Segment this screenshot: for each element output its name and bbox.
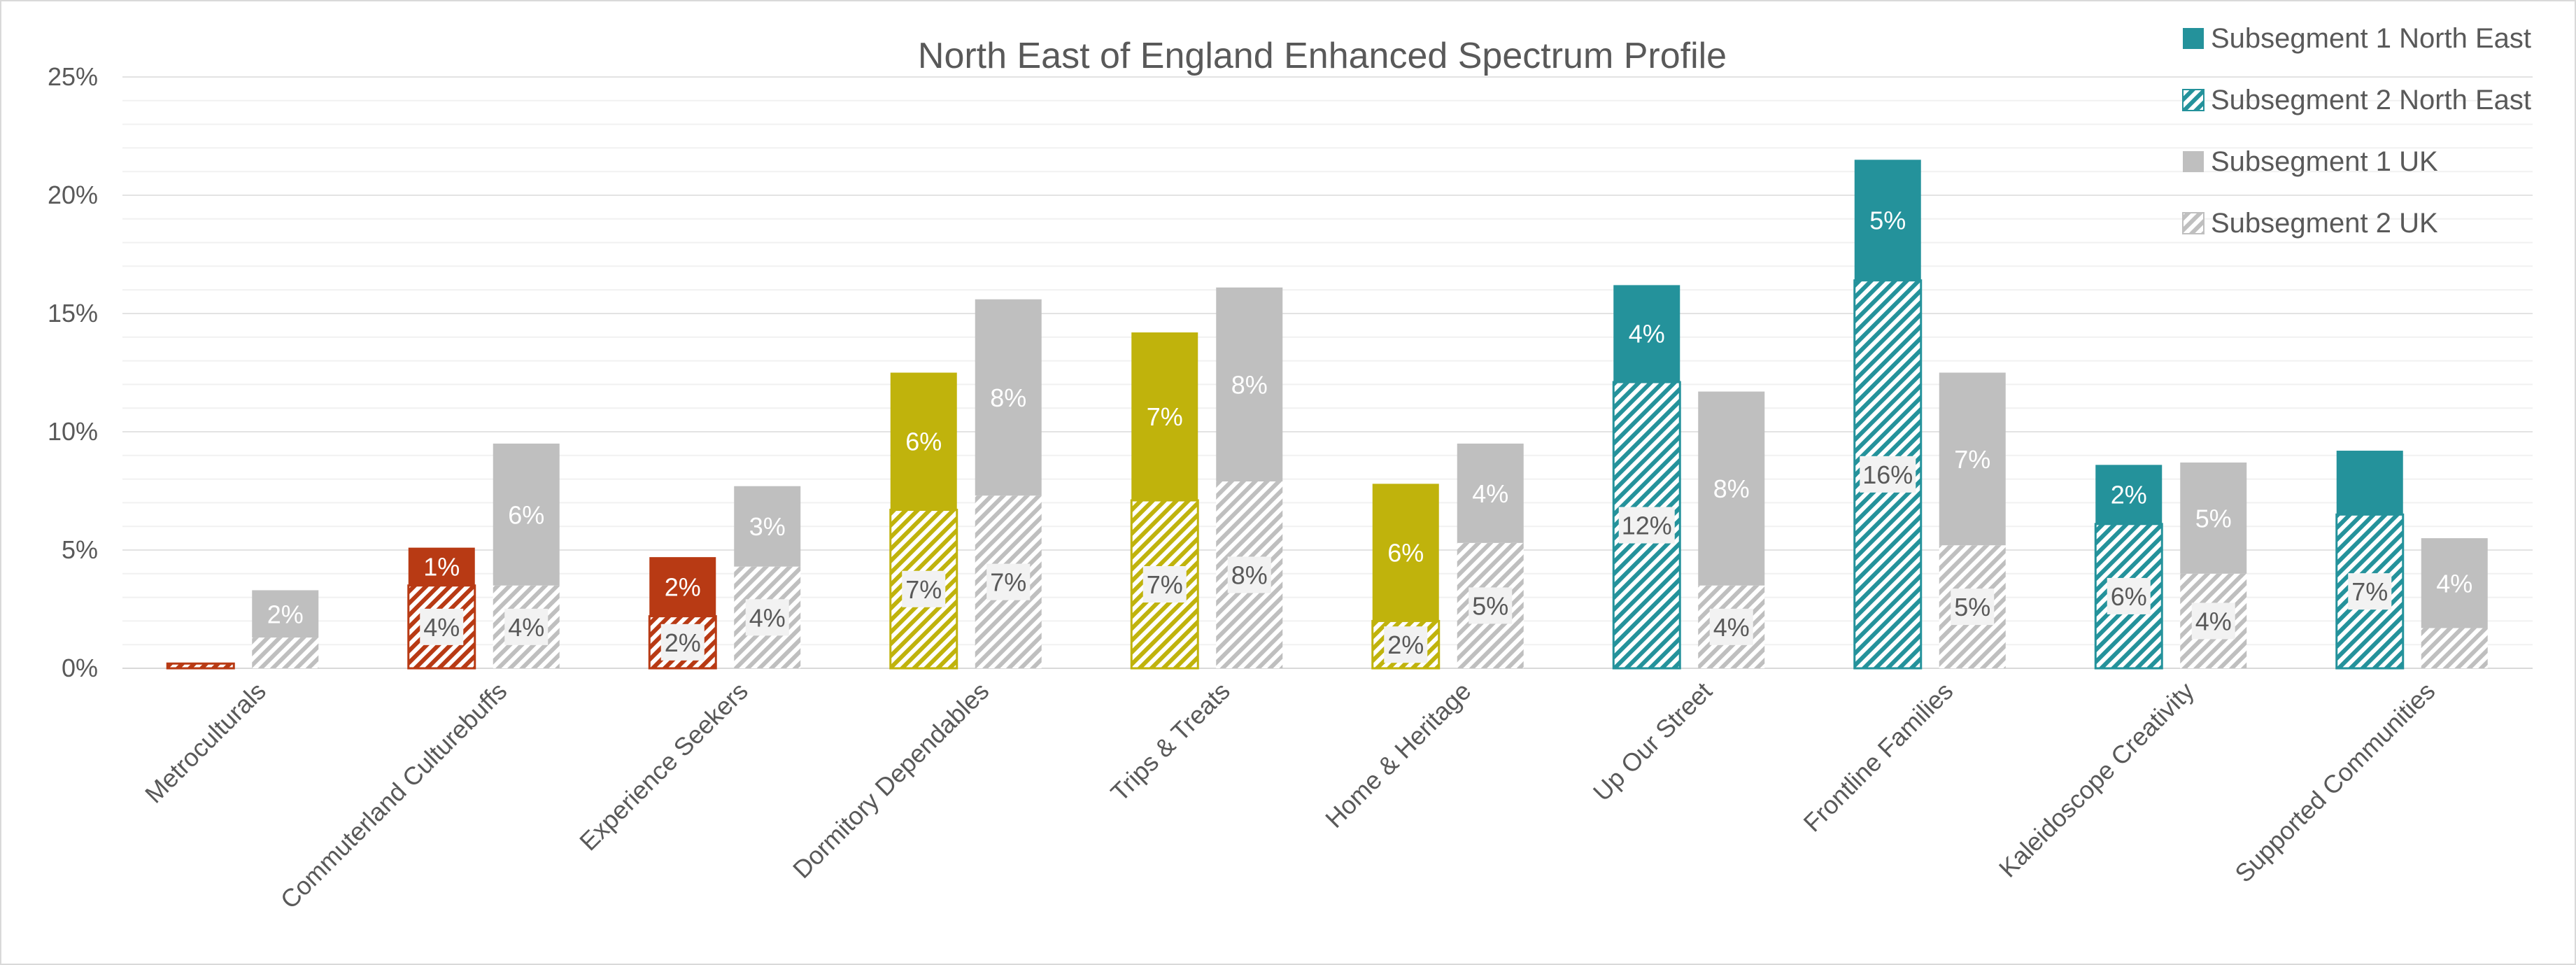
bar-subsegment-1-north-east [1854,160,1921,281]
legend-swatch [2182,212,2205,234]
legend: Subsegment 1 North East Subsegment 2 Nort… [2182,23,2531,239]
y-tick-label: 20% [48,181,98,209]
data-label: 4% [1713,613,1750,642]
bar-subsegment-1-uk [1457,443,1524,543]
data-label: 2% [1387,631,1424,659]
bar-subsegment-1-north-east [1372,484,1439,621]
legend-label: Subsegment 1 UK [2211,146,2438,177]
data-label: 4% [2195,607,2232,635]
bar-subsegment-2-uk [2421,628,2488,668]
data-label-box [2348,573,2392,610]
bar-subsegment-1-north-east [649,557,716,617]
bar-subsegment-1-north-east [2336,451,2403,515]
bar-subsegment-1-uk [1939,372,2006,546]
data-label: 4% [1472,479,1508,508]
data-label-box [1860,456,1916,493]
legend-swatch [2183,28,2204,49]
data-label: 7% [1147,402,1183,431]
bar-labels: 2% 4% 1% 4% 6% 2% 2% 4% 3% 7% 6% 7% 8% 7% 7% 8% 8% 2% 6% 5%… [267,206,2472,663]
legend-label: Subsegment 1 North East [2211,23,2531,54]
bar-subsegment-2-uk [252,638,319,668]
data-label: 7% [905,575,942,604]
data-label-box [420,608,464,645]
bar-subsegment-1-uk [1216,287,1283,481]
data-label: 2% [267,600,304,628]
bar-subsegment-1-uk [734,486,801,567]
bar-subsegment-1-north-east [2095,465,2163,524]
y-tick-label: 10% [48,417,98,446]
data-label: 7% [1954,445,1990,474]
data-label: 8% [1231,370,1268,399]
data-label: 4% [508,613,544,642]
data-label-box [2107,577,2151,614]
data-label-box [660,624,705,661]
data-label-box [1618,507,1675,544]
legend-label: Subsegment 2 North East [2211,85,2531,115]
data-label: 8% [1713,474,1750,503]
data-label: 6% [2111,582,2147,611]
data-label: 5% [1472,591,1508,620]
data-label-box [1384,626,1428,663]
bar-subsegment-1-north-east [1131,332,1198,501]
data-label: 8% [990,383,1026,412]
bar-subsegment-2-north-east [166,662,235,670]
data-label-box [1227,556,1271,593]
data-label-box [902,570,946,607]
data-label-box [2191,603,2235,640]
bar-subsegment-1-uk [252,590,319,638]
bar-subsegment-1-north-east [1613,285,1680,383]
data-label-box [1709,608,1753,645]
data-label-box [1142,566,1187,603]
data-label: 4% [749,603,786,632]
data-label: 2% [665,628,701,657]
bar-subsegment-1-uk [2180,462,2247,574]
data-label: 3% [749,512,786,541]
bar-subsegment-1-north-east [408,547,475,586]
data-label: 7% [1147,570,1183,599]
bar-subsegment-1-north-east [890,372,957,510]
data-label: 16% [1862,460,1913,489]
bar-subsegment-1-uk [493,443,560,586]
data-label: 5% [1954,593,1990,621]
data-label: 5% [2195,504,2232,533]
bar-subsegment-1-uk [975,299,1042,496]
data-label: 5% [1869,206,1906,234]
data-label-box [504,608,549,645]
y-tick-label: 5% [62,535,98,564]
data-label: 7% [990,568,1026,597]
chart-title: North East of England Enhanced Spectrum … [918,36,1727,76]
data-label: 6% [905,428,942,456]
y-tick-label: 15% [48,299,98,327]
data-label: 4% [423,613,460,642]
y-axis-ticks: 0% 5% 10% 15% 20% 25% [48,62,98,682]
data-label: 6% [1387,538,1424,567]
bar-subsegment-1-uk [2421,538,2488,628]
data-label: 2% [665,572,701,601]
data-label: 2% [2111,481,2147,509]
bar-subsegment-1-uk [1698,391,1765,586]
y-tick-label: 25% [48,62,98,91]
data-label-box [1469,587,1513,624]
data-label: 4% [1629,320,1665,348]
data-label: 12% [1622,512,1672,540]
data-label: 1% [423,553,460,582]
data-label-box [745,599,789,636]
legend-swatch [2183,151,2204,172]
data-label: 6% [508,500,544,529]
data-label: 7% [2351,577,2388,606]
data-label: 8% [1231,561,1268,589]
data-label: 4% [2436,569,2472,598]
data-label-box [1951,589,1995,626]
y-tick-label: 0% [62,654,98,682]
data-label-box [986,563,1031,600]
legend-swatch [2182,89,2205,111]
legend-label: Subsegment 2 UK [2211,208,2438,239]
